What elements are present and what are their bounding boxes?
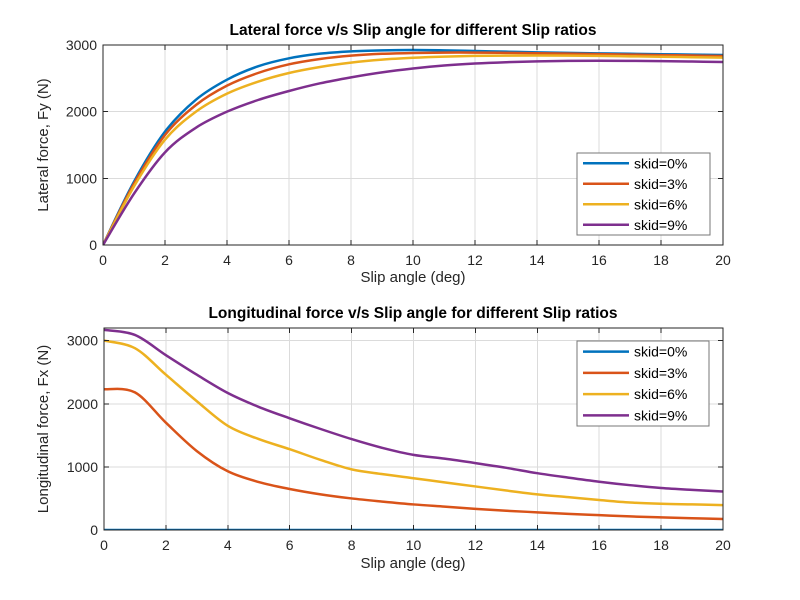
x-tick-label: 18 xyxy=(653,252,669,268)
x-tick-label: 20 xyxy=(715,252,731,268)
legend-entry-label: skid=9% xyxy=(634,217,687,233)
x-tick-label: 4 xyxy=(223,252,231,268)
legend-entry-label: skid=3% xyxy=(634,365,687,381)
x-tick-label: 2 xyxy=(162,537,170,553)
x-tick-label: 4 xyxy=(224,537,232,553)
x-tick-label: 12 xyxy=(468,537,484,553)
x-tick-label: 14 xyxy=(529,252,545,268)
series-line-2 xyxy=(104,339,723,507)
x-tick-label: 0 xyxy=(100,537,108,553)
x-tick-label: 10 xyxy=(405,252,421,268)
x-tick-label: 16 xyxy=(591,537,607,553)
legend-entry-label: skid=9% xyxy=(634,407,687,423)
series-line-3 xyxy=(104,328,723,493)
x-tick-label: 10 xyxy=(406,537,422,553)
series-line-3 xyxy=(103,59,723,245)
x-tick-label: 20 xyxy=(715,537,731,553)
plot-svg-lateral: 0 2 4 6 8 10 12 14 16 18 20 0 1000 2000 3000 skid=0% ski… xyxy=(66,37,731,268)
x-tick-label: 12 xyxy=(467,252,483,268)
x-tick-label: 8 xyxy=(347,252,355,268)
y-tick-label: 2000 xyxy=(66,104,97,120)
x-tick-label: 8 xyxy=(348,537,356,553)
x-tick-label: 16 xyxy=(591,252,607,268)
x-tick-label: 18 xyxy=(653,537,669,553)
x-tick-label: 0 xyxy=(99,252,107,268)
legend-box xyxy=(576,152,711,236)
y-tick-label: 0 xyxy=(90,522,98,538)
series-line-2 xyxy=(103,54,723,245)
y-tick-label: 3000 xyxy=(66,37,97,53)
plot-svg-longitudinal: 0 2 4 6 8 10 12 14 16 18 20 0 1000 2000 3000 skid=0% ski… xyxy=(67,327,731,553)
x-tick-label: 2 xyxy=(161,252,169,268)
legend-entry-label: skid=3% xyxy=(634,176,687,192)
x-tick-label: 6 xyxy=(285,252,293,268)
series-line-1 xyxy=(103,51,723,245)
legend-entry-label: skid=6% xyxy=(634,196,687,212)
legend-entry-label: skid=0% xyxy=(634,344,687,360)
x-tick-label: 14 xyxy=(530,537,546,553)
x-tick-label: 6 xyxy=(286,537,294,553)
chart-longitudinal-force: Longitudinal force v/s Slip angle for di… xyxy=(0,300,800,600)
chart-title: Longitudinal force v/s Slip angle for di… xyxy=(208,305,618,322)
y-tick-label: 2000 xyxy=(67,396,98,412)
chart-title: Lateral force v/s Slip angle for differe… xyxy=(229,22,597,39)
y-tick-label: 0 xyxy=(89,237,97,253)
legend-entry-label: skid=6% xyxy=(634,386,687,402)
y-tick-label: 1000 xyxy=(67,459,98,475)
chart-lateral-force: Lateral force v/s Slip angle for differe… xyxy=(35,22,731,286)
legend-box xyxy=(576,340,710,427)
series-line-1 xyxy=(104,387,723,521)
x-axis-label: Slip angle (deg) xyxy=(360,555,466,572)
legend-entry-label: skid=0% xyxy=(634,155,687,171)
y-tick-label: 1000 xyxy=(66,170,97,186)
x-axis-label: Slip angle (deg) xyxy=(360,269,466,286)
y-tick-label: 3000 xyxy=(67,333,98,349)
